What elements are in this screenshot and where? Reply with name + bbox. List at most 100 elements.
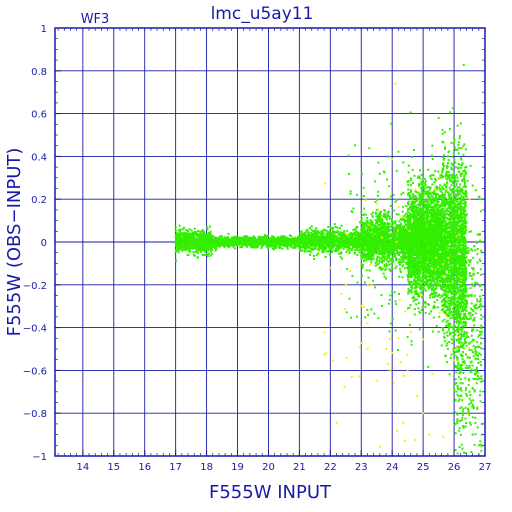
data-point: [397, 213, 400, 216]
data-point: [342, 232, 345, 235]
data-point: [401, 276, 404, 279]
data-point: [379, 215, 382, 218]
data-point: [266, 234, 269, 237]
data-point: [352, 243, 355, 246]
data-point: [183, 232, 186, 235]
data-point: [398, 260, 401, 263]
data-point: [196, 250, 199, 253]
data-point: [243, 244, 246, 247]
data-point: [201, 232, 204, 235]
data-point: [269, 236, 272, 239]
data-point: [218, 238, 221, 241]
data-point: [317, 239, 320, 242]
data-point: [404, 223, 407, 226]
data-point: [397, 254, 400, 257]
data-point: [251, 238, 254, 241]
data-point: [350, 242, 353, 245]
data-point: [317, 232, 320, 235]
data-point: [206, 228, 209, 231]
data-point: [381, 230, 384, 233]
data-point: [332, 243, 335, 246]
data-point: [361, 266, 364, 269]
data-point: [399, 267, 402, 270]
data-point: [185, 244, 188, 247]
data-point: [339, 231, 342, 234]
data-point: [401, 210, 404, 213]
data-point: [424, 282, 427, 285]
data-point: [192, 235, 195, 238]
data-point: [262, 244, 265, 247]
data-point: [378, 231, 381, 234]
data-point: [381, 248, 384, 251]
data-point: [339, 240, 342, 243]
data-point: [387, 260, 390, 263]
data-point: [242, 237, 245, 240]
data-point: [400, 237, 402, 240]
data-point: [399, 226, 402, 229]
data-point: [324, 256, 327, 258]
data-point: [317, 237, 320, 240]
data-point: [369, 234, 372, 237]
data-point: [393, 236, 396, 239]
data-point: [293, 246, 296, 249]
data-point: [358, 251, 361, 254]
data-point: [406, 225, 409, 228]
data-point: [376, 263, 379, 266]
data-point: [396, 250, 399, 253]
data-point: [308, 226, 311, 229]
data-point: [403, 226, 406, 229]
data-point: [393, 246, 396, 249]
data-point: [179, 243, 182, 246]
data-point: [320, 230, 323, 233]
data-point: [304, 237, 307, 240]
data-point: [307, 246, 310, 249]
data-point: [371, 252, 374, 255]
data-point: [419, 271, 422, 274]
data-point: [347, 245, 350, 248]
data-point: [341, 238, 344, 241]
data-point: [389, 270, 392, 273]
data-point: [176, 242, 179, 245]
data-point: [379, 229, 382, 232]
data-point: [401, 234, 404, 237]
data-point: [350, 243, 353, 246]
data-point: [381, 222, 384, 225]
data-point: [312, 248, 315, 251]
data-point: [361, 247, 364, 250]
data-point: [387, 224, 390, 227]
data-point: [372, 244, 375, 246]
data-point: [334, 232, 337, 235]
data-point: [363, 257, 366, 260]
data-point: [342, 245, 345, 248]
data-point: [334, 239, 337, 242]
data-point: [381, 267, 384, 270]
data-point: [385, 217, 388, 220]
data-point: [231, 242, 234, 245]
data-point: [354, 241, 357, 244]
data-point: [402, 248, 405, 251]
data-point: [424, 306, 427, 309]
data-point: [369, 250, 372, 253]
data-point: [393, 254, 396, 257]
data-point: [336, 237, 339, 240]
data-point: [279, 236, 282, 239]
data-point: [177, 246, 180, 249]
data-point: [328, 253, 331, 256]
data-point: [179, 240, 182, 243]
data-point: [202, 243, 205, 246]
data-point: [361, 255, 364, 258]
data-point: [298, 246, 301, 249]
data-point: [289, 244, 292, 247]
data-point: [378, 239, 381, 242]
data-point: [210, 236, 213, 239]
data-point: [181, 232, 184, 235]
data-point: [372, 246, 375, 249]
data-point: [236, 238, 239, 241]
data-point: [377, 220, 380, 223]
data-point: [209, 254, 212, 257]
data-point: [380, 237, 383, 240]
data-point: [416, 298, 419, 301]
data-point: [263, 236, 266, 239]
data-point: [284, 244, 287, 247]
data-point: [363, 234, 366, 237]
